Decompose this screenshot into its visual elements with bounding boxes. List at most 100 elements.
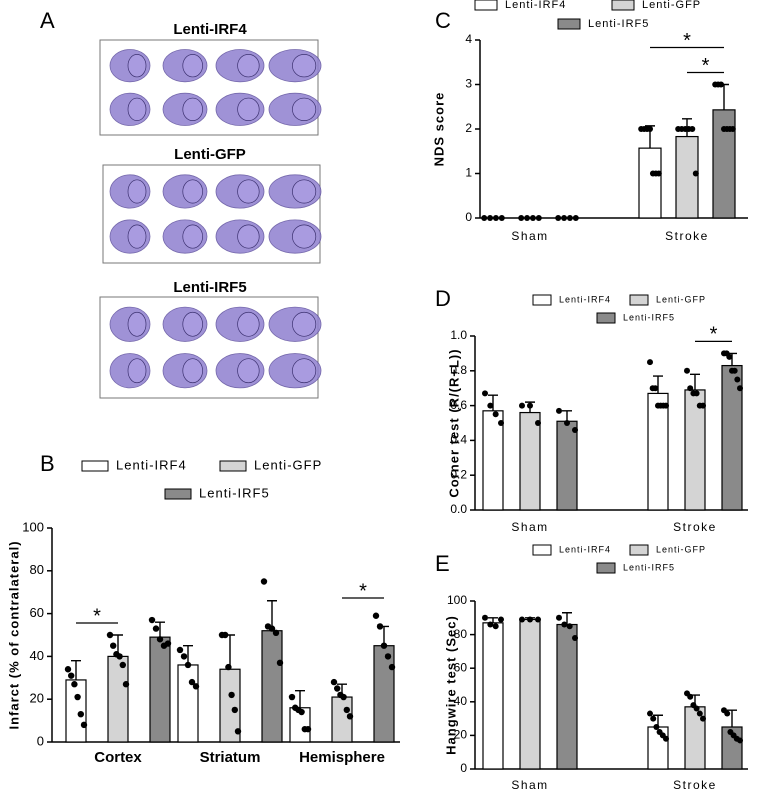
data-point	[372, 612, 380, 619]
data-point	[80, 721, 88, 729]
legend-swatch	[557, 18, 581, 30]
data-point	[68, 672, 75, 679]
legend-swatch	[81, 460, 109, 472]
data-point	[535, 616, 541, 623]
data-point	[564, 420, 570, 426]
data-point	[487, 621, 494, 628]
legend-label: Lenti-IRF5	[199, 485, 270, 500]
panel-label: A	[40, 8, 55, 33]
data-point	[693, 390, 700, 397]
legend-swatch	[596, 312, 616, 324]
data-point	[650, 715, 657, 722]
data-point	[304, 725, 312, 733]
error-bar	[71, 659, 81, 680]
lesion	[237, 311, 260, 337]
bar	[556, 623, 578, 770]
y-tick-label: 100	[22, 519, 44, 534]
data-point	[700, 715, 706, 722]
section-title: Lenti-GFP	[174, 146, 246, 163]
data-point	[663, 735, 669, 742]
legend-label: Lenti-IRF5	[623, 562, 675, 572]
data-point	[687, 693, 694, 700]
data-point	[376, 623, 384, 630]
data-point	[487, 402, 494, 409]
legend-label: Lenti-IRF4	[116, 457, 187, 472]
legend-swatch	[164, 488, 192, 500]
data-point	[481, 215, 488, 221]
x-tick-label: Sham	[511, 229, 548, 243]
data-point	[152, 625, 160, 632]
data-point	[555, 215, 562, 221]
lesion	[182, 53, 203, 78]
legend-swatch	[532, 294, 552, 306]
chart: D Lenti-IRF4 Lenti-GFP Lenti-IRF5 0.0 0.2 0.4 0…	[435, 286, 748, 534]
bar	[65, 679, 87, 743]
error-bar	[653, 375, 663, 394]
lesion	[127, 224, 147, 249]
legend-label: Lenti-GFP	[642, 0, 701, 11]
significance-label: *	[702, 55, 710, 77]
data-point	[572, 215, 579, 221]
error-bar	[225, 634, 235, 670]
data-point	[346, 713, 354, 720]
brain-slices	[109, 49, 322, 389]
lesion	[292, 179, 317, 204]
bar	[675, 135, 699, 219]
significance-label: *	[710, 324, 718, 346]
data-point	[652, 385, 659, 392]
data-point	[487, 215, 494, 221]
lesion	[292, 358, 317, 384]
chart: E Lenti-IRF4 Lenti-GFP Lenti-IRF5 0 20 40 60 80 1…	[435, 544, 748, 792]
lesion	[237, 358, 260, 384]
data-point	[272, 629, 280, 637]
data-point	[176, 646, 184, 654]
data-point	[663, 402, 669, 409]
data-point	[330, 678, 338, 686]
error-bar	[690, 373, 700, 390]
data-point	[184, 661, 192, 669]
error-bar	[719, 83, 729, 110]
data-point	[482, 614, 488, 621]
bar	[482, 622, 504, 770]
y-tick-label: 20	[454, 728, 468, 742]
data-point	[188, 678, 196, 686]
data-point	[693, 705, 700, 712]
bar	[107, 655, 129, 743]
lesion	[182, 97, 203, 122]
y-tick-label: 0	[465, 210, 472, 224]
data-point	[231, 706, 238, 714]
lesion	[292, 224, 317, 249]
data-point	[148, 616, 156, 624]
data-point	[384, 653, 392, 660]
lesion	[237, 224, 260, 249]
data-point	[106, 631, 114, 639]
data-point	[527, 616, 533, 623]
y-axis-title: Corner test (R/(R+L))	[446, 348, 461, 497]
legend-label: Lenti-IRF4	[559, 294, 611, 304]
chart: C Lenti-IRF4 Lenti-GFP Lenti-IRF5 0 1 2 3 4 NDS s…	[431, 0, 748, 243]
error-bar	[183, 645, 193, 665]
data-point	[164, 640, 172, 647]
data-point	[71, 681, 78, 688]
error-bar	[488, 394, 498, 411]
legend-swatch	[596, 562, 616, 574]
bar	[519, 618, 541, 770]
lesion	[127, 53, 147, 78]
legend-swatch	[611, 0, 635, 11]
legend-label: Lenti-IRF5	[623, 312, 675, 322]
x-tick-label: Stroke	[673, 778, 717, 792]
data-point	[492, 623, 499, 630]
x-tick-label: Striatum	[200, 749, 261, 766]
lesion	[127, 179, 147, 204]
lesion	[292, 53, 317, 78]
x-tick-label: Cortex	[94, 749, 142, 766]
bar	[647, 392, 669, 511]
bar	[519, 411, 541, 511]
data-point	[556, 407, 562, 414]
data-point	[119, 661, 127, 669]
data-point	[268, 625, 276, 632]
data-point	[498, 616, 504, 623]
y-tick-label: 0.4	[450, 433, 467, 447]
